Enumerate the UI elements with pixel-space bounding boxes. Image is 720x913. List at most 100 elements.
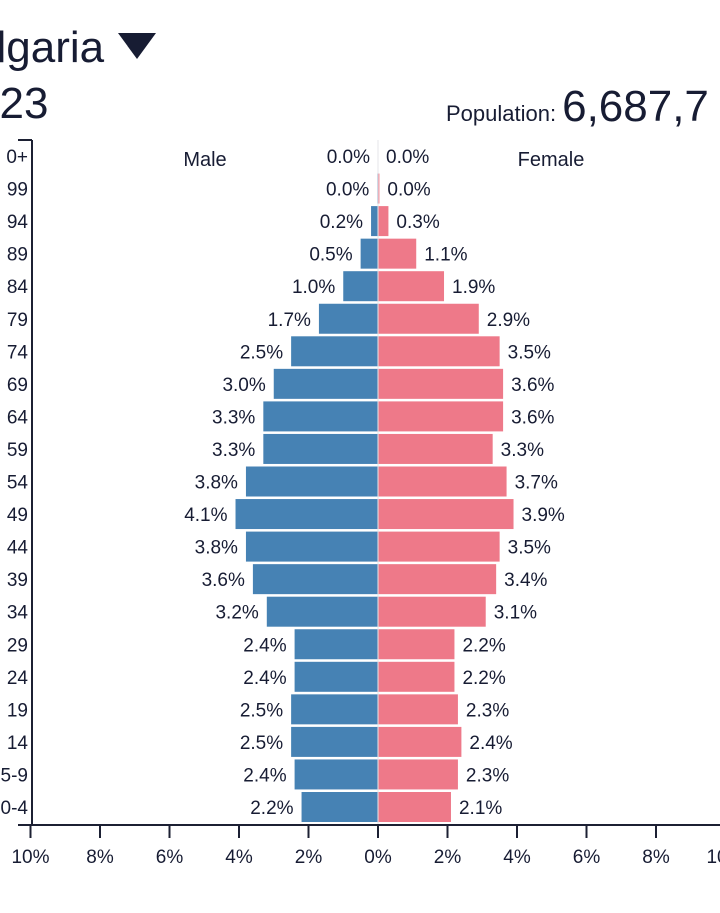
male-value-label: 3.6% xyxy=(202,570,245,591)
male-value-label: 3.0% xyxy=(222,375,265,396)
male-bar xyxy=(291,694,378,725)
female-bar xyxy=(378,694,458,725)
male-bar xyxy=(263,433,378,464)
male-bar xyxy=(266,596,378,627)
male-value-label: 3.2% xyxy=(215,603,258,624)
female-bar xyxy=(378,206,389,237)
age-group-label: 14 xyxy=(7,733,29,754)
female-bar xyxy=(378,596,486,627)
x-tick-label: 6% xyxy=(573,847,601,868)
female-value-label: 0.0% xyxy=(387,180,430,201)
male-value-label: 2.4% xyxy=(243,635,286,656)
female-value-label: 3.4% xyxy=(504,570,547,591)
male-bar xyxy=(245,466,378,497)
female-value-label: 2.1% xyxy=(459,798,502,819)
age-group-label: 59 xyxy=(7,440,28,461)
male-value-label: 3.3% xyxy=(212,407,255,428)
female-bar xyxy=(378,303,479,334)
population-readout: Population: 6,687,7 xyxy=(446,82,709,132)
male-bar xyxy=(343,271,378,302)
female-value-label: 2.2% xyxy=(462,635,505,656)
female-value-label: 0.3% xyxy=(396,212,439,233)
male-bar xyxy=(294,661,378,692)
male-value-label: 3.8% xyxy=(195,538,238,559)
age-group-label: 99 xyxy=(7,180,28,201)
age-group-label: 39 xyxy=(7,570,28,591)
male-value-label: 2.4% xyxy=(243,765,286,786)
female-value-label: 3.5% xyxy=(508,538,551,559)
female-bar xyxy=(378,466,507,497)
male-bar xyxy=(301,792,378,822)
female-value-label: 2.9% xyxy=(487,310,530,331)
x-tick-label: 4% xyxy=(225,847,253,868)
country-selector[interactable]: ulgaria xyxy=(0,22,157,74)
x-tick-label: 10% xyxy=(706,847,720,868)
country-name: ulgaria xyxy=(0,23,105,72)
female-bar xyxy=(378,238,417,269)
female-value-label: 2.2% xyxy=(462,668,505,689)
female-bar xyxy=(378,629,455,660)
female-bar xyxy=(378,726,462,757)
female-bar xyxy=(378,792,451,822)
legend-male: Male xyxy=(183,149,226,171)
female-bar xyxy=(378,661,455,692)
male-value-label: 0.0% xyxy=(327,147,370,168)
female-value-label: 3.5% xyxy=(508,342,551,363)
female-bar xyxy=(378,759,458,790)
male-bar xyxy=(252,564,378,595)
male-bar xyxy=(371,206,378,237)
age-group-label: 19 xyxy=(7,700,28,721)
x-tick-label: 6% xyxy=(156,847,184,868)
male-value-label: 3.3% xyxy=(212,440,255,461)
female-value-label: 3.7% xyxy=(515,473,558,494)
female-value-label: 1.9% xyxy=(452,277,495,298)
female-value-label: 3.9% xyxy=(522,505,565,526)
x-tick-label: 4% xyxy=(503,847,531,868)
age-group-label: 79 xyxy=(7,310,28,331)
male-value-label: 0.0% xyxy=(326,180,369,201)
male-value-label: 2.5% xyxy=(240,733,283,754)
age-group-label: 94 xyxy=(7,212,29,233)
male-value-label: 0.5% xyxy=(309,245,352,266)
x-tick-label: 0% xyxy=(364,847,392,868)
female-value-label: 3.1% xyxy=(494,603,537,624)
population-label: Population: xyxy=(446,101,557,126)
age-group-label: 64 xyxy=(7,407,29,428)
female-bar xyxy=(378,173,380,204)
female-bar xyxy=(378,271,445,302)
male-value-label: 4.1% xyxy=(184,505,227,526)
male-bar xyxy=(294,629,378,660)
age-group-label: 54 xyxy=(7,473,29,494)
female-bar xyxy=(378,336,500,367)
male-bar xyxy=(294,759,378,790)
female-bar xyxy=(378,531,500,562)
x-tick-label: 2% xyxy=(295,847,323,868)
male-value-label: 1.7% xyxy=(268,310,311,331)
age-group-label: 0-4 xyxy=(1,798,29,819)
male-bar xyxy=(245,531,378,562)
male-value-label: 2.5% xyxy=(240,342,283,363)
male-bar xyxy=(318,303,378,334)
male-value-label: 1.0% xyxy=(292,277,335,298)
female-value-label: 3.3% xyxy=(501,440,544,461)
triangle-down-icon[interactable] xyxy=(118,33,157,60)
female-bar xyxy=(378,401,504,432)
legend-female: Female xyxy=(518,149,585,171)
female-value-label: 0.0% xyxy=(386,147,429,168)
x-tick-label: 8% xyxy=(86,847,114,868)
age-group-label: 5-9 xyxy=(1,765,28,786)
female-value-label: 2.4% xyxy=(469,733,512,754)
age-group-label: 29 xyxy=(7,635,28,656)
age-group-label: 89 xyxy=(7,245,28,266)
female-bar xyxy=(378,433,493,464)
x-tick-label: 10% xyxy=(11,847,49,868)
male-bar xyxy=(291,726,378,757)
population-value: 6,687,7 xyxy=(562,82,709,131)
female-bar xyxy=(378,499,514,530)
age-group-label: 69 xyxy=(7,375,28,396)
male-bar xyxy=(291,336,378,367)
age-group-label: 24 xyxy=(7,668,29,689)
male-bar xyxy=(273,368,378,399)
x-tick-label: 2% xyxy=(434,847,462,868)
